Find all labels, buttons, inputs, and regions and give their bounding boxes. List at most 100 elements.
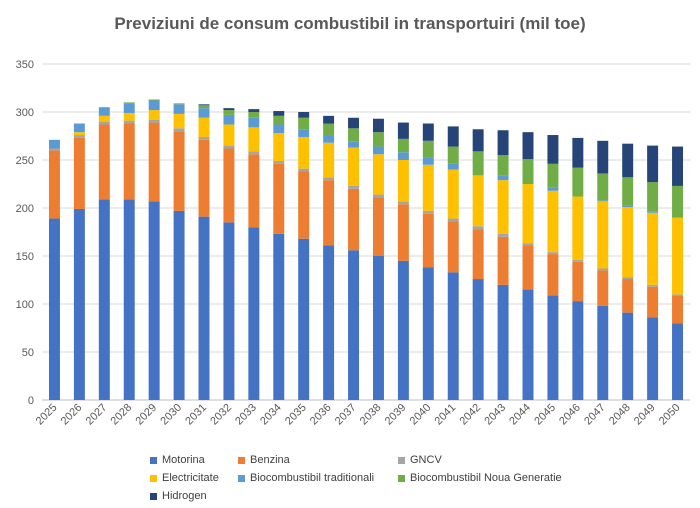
bar-segment <box>198 104 210 106</box>
legend-item: Hidrogen <box>150 488 238 504</box>
bar-segment <box>98 115 110 122</box>
y-tick-label: 300 <box>16 107 34 119</box>
bar-segment <box>622 177 634 206</box>
bar-segment <box>273 163 285 234</box>
bar-segment <box>323 177 335 181</box>
bar-segment <box>223 148 235 223</box>
bar-segment <box>198 216 210 400</box>
bar-segment <box>298 129 310 137</box>
x-tick-label: 2044 <box>507 402 533 428</box>
x-tick-labels: 2025 2026 2027 2028 2029 2030 2031 2032 2033 2034… <box>34 402 683 428</box>
bar-segment <box>273 160 285 164</box>
x-tick-label: 2043 <box>482 402 508 428</box>
bar-segment <box>522 289 534 400</box>
bar-segment <box>223 108 235 111</box>
bar-segment <box>572 167 584 197</box>
bar-segment <box>298 238 310 400</box>
y-tick-labels: 0 50 100 150 200 250 300 350 <box>16 59 34 407</box>
bar-segment <box>622 205 634 208</box>
bar-segment <box>372 256 384 400</box>
bar-segment <box>372 146 384 155</box>
bar-segment <box>298 112 310 118</box>
bar-segment <box>173 113 185 129</box>
bar-segment <box>372 194 384 198</box>
bar-segment <box>348 250 360 400</box>
bar-segment <box>672 217 684 295</box>
bar-segment <box>597 200 609 202</box>
bar-segment <box>647 211 659 213</box>
gridlines <box>42 63 690 401</box>
bar-segment <box>323 142 335 178</box>
y-tick-label: 150 <box>16 251 34 263</box>
bar-segment <box>597 201 609 269</box>
bar-segment <box>497 175 509 181</box>
bar-segment <box>223 145 235 149</box>
bar-segment <box>397 201 409 205</box>
bar-segment <box>223 110 235 115</box>
bar-segment <box>547 163 559 188</box>
x-tick-label: 2045 <box>532 402 558 428</box>
y-tick-label: 50 <box>22 347 34 359</box>
legend-label: Biocombustibil traditionali <box>250 472 375 484</box>
bar-segment <box>348 185 360 189</box>
bar-segment <box>273 124 285 134</box>
bar-segment <box>472 226 484 230</box>
bar-segment <box>422 164 434 211</box>
y-tick-label: 0 <box>28 395 34 407</box>
bar-segment <box>273 115 285 125</box>
bar-segment <box>447 163 459 170</box>
bar-segment <box>273 133 285 161</box>
bar-segment <box>298 136 310 169</box>
bar-segment <box>522 184 534 244</box>
bar-segment <box>123 123 135 200</box>
bar-segment <box>472 279 484 400</box>
bar-segment <box>148 99 160 101</box>
bar-segment <box>348 128 360 142</box>
bar-segment <box>647 284 659 287</box>
bar-segment <box>447 146 459 164</box>
bar-segment <box>647 317 659 400</box>
bar-segment <box>447 218 459 222</box>
bar-segment <box>248 112 260 118</box>
bar-segment <box>572 196 584 260</box>
bar-segment <box>98 199 110 400</box>
bar-segment <box>248 227 260 400</box>
bar-segment <box>547 190 559 253</box>
legend: Motorina Benzina GNCV Electricitate Biocombu… <box>150 452 580 504</box>
bar-segment <box>298 168 310 172</box>
bar-segment <box>48 139 60 149</box>
bar-segment <box>422 123 434 141</box>
bar-segment <box>198 117 210 137</box>
bar-segment <box>422 157 434 165</box>
y-tick-label: 100 <box>16 299 34 311</box>
legend-item: Electricitate <box>150 470 238 486</box>
bar-segment <box>73 123 85 133</box>
bar-segment <box>522 159 534 184</box>
x-tick-label: 2032 <box>208 402 234 428</box>
bar-segment <box>447 221 459 273</box>
bar-segment <box>547 135 559 164</box>
bar-segment <box>348 188 360 251</box>
legend-item: Biocombustibil traditionali <box>238 470 398 486</box>
bar-segment <box>547 187 559 191</box>
legend-swatch <box>398 456 405 464</box>
bar-segment <box>123 120 135 124</box>
bar-segment <box>173 210 185 400</box>
bar-segment <box>48 148 60 151</box>
bar-segment <box>497 155 509 176</box>
x-tick-label: 2048 <box>607 402 633 428</box>
bar-segment <box>348 117 360 129</box>
bar-segment <box>422 267 434 400</box>
bar-segment <box>248 154 260 228</box>
legend-item: GNCV <box>398 452 580 468</box>
bar-segment <box>597 173 609 201</box>
bar-segment <box>597 305 609 400</box>
bar-segment <box>622 312 634 400</box>
bar-segment <box>622 207 634 278</box>
bar-segment <box>98 121 110 125</box>
bar-segment <box>348 141 360 148</box>
x-tick-label: 2046 <box>557 402 583 428</box>
legend-swatch <box>150 456 157 464</box>
bar-segment <box>672 185 684 218</box>
